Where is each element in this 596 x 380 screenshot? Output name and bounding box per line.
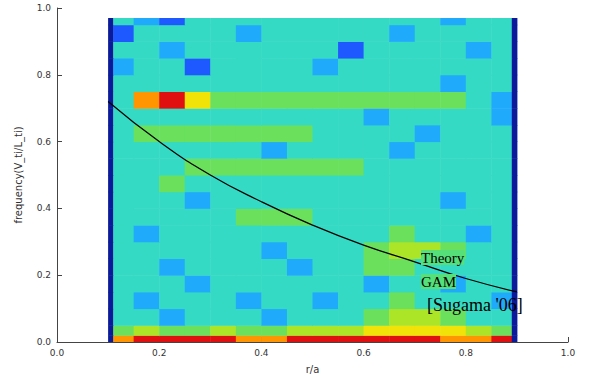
svg-text:0.0: 0.0 bbox=[37, 337, 52, 347]
svg-text:GAM: GAM bbox=[421, 274, 456, 290]
svg-text:0.8: 0.8 bbox=[459, 348, 474, 358]
svg-text:0.2: 0.2 bbox=[152, 348, 166, 358]
svg-text:0.0: 0.0 bbox=[50, 348, 65, 358]
svg-text:1.0: 1.0 bbox=[561, 348, 576, 358]
svg-text:0.8: 0.8 bbox=[37, 70, 52, 80]
svg-text:0.2: 0.2 bbox=[37, 270, 51, 280]
svg-text:r/a: r/a bbox=[306, 364, 320, 375]
svg-text:[Sugama '06]: [Sugama '06] bbox=[427, 295, 523, 315]
svg-text:0.6: 0.6 bbox=[356, 348, 371, 358]
svg-text:Theory: Theory bbox=[421, 250, 465, 266]
svg-text:0.6: 0.6 bbox=[37, 137, 52, 147]
svg-text:1.0: 1.0 bbox=[37, 3, 52, 13]
svg-text:0.4: 0.4 bbox=[254, 348, 269, 358]
svg-text:frequency(V_ti/L_ti): frequency(V_ti/L_ti) bbox=[13, 126, 25, 223]
svg-text:0.4: 0.4 bbox=[37, 203, 52, 213]
